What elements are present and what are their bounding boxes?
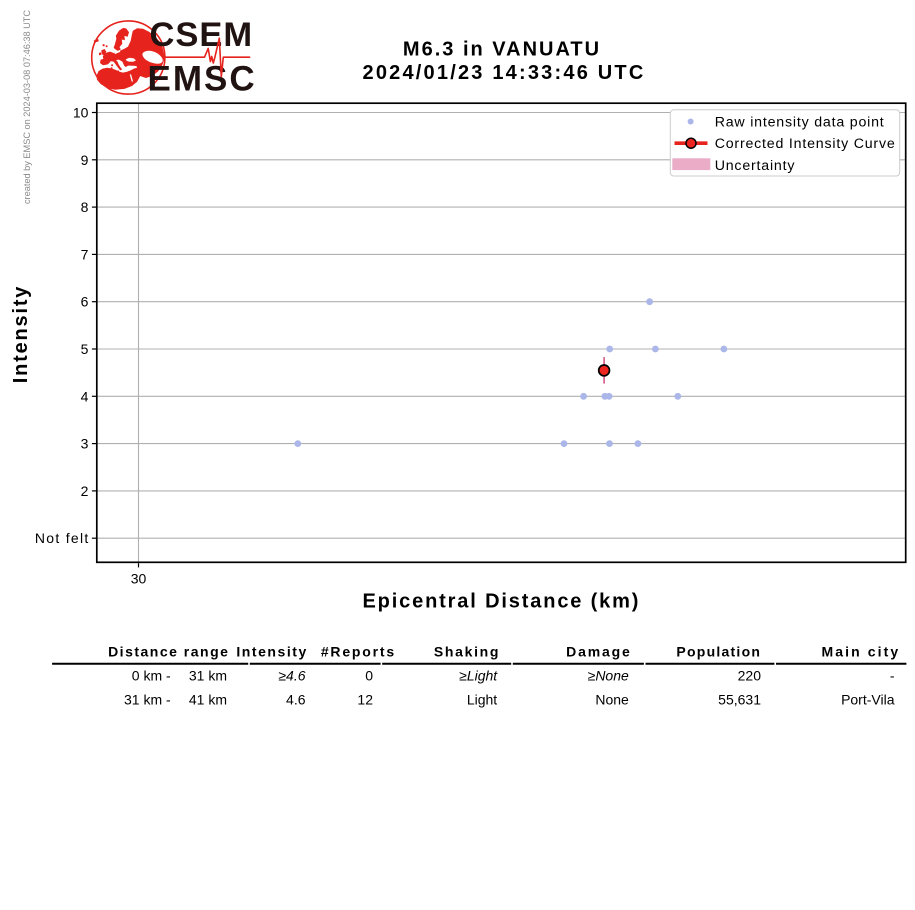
svg-text:31 km: 31 km xyxy=(189,668,227,684)
svg-text:2024/01/23 14:33:46 UTC: 2024/01/23 14:33:46 UTC xyxy=(363,62,646,84)
svg-text:Port-Vila: Port-Vila xyxy=(841,692,895,708)
svg-text:4.6: 4.6 xyxy=(286,692,306,708)
svg-text:Uncertainty: Uncertainty xyxy=(715,158,796,174)
svg-text:CSEM: CSEM xyxy=(150,16,254,54)
svg-text:55,631: 55,631 xyxy=(718,692,761,708)
svg-text:Distance range: Distance range xyxy=(108,643,229,659)
svg-text:≥None: ≥None xyxy=(588,668,629,684)
svg-text:4: 4 xyxy=(81,388,89,404)
svg-text:31 km -: 31 km - xyxy=(124,692,171,708)
svg-text:30: 30 xyxy=(131,571,147,587)
svg-text:5: 5 xyxy=(81,341,89,357)
svg-text:8: 8 xyxy=(81,199,89,215)
svg-text:7: 7 xyxy=(81,246,89,262)
svg-text:Not felt: Not felt xyxy=(35,530,90,546)
svg-text:Intensity: Intensity xyxy=(236,643,308,659)
svg-text:Shaking: Shaking xyxy=(434,643,500,659)
svg-text:12: 12 xyxy=(357,692,373,708)
svg-text:Intensity: Intensity xyxy=(10,285,32,383)
svg-text:-: - xyxy=(890,668,895,684)
svg-text:≥4.6: ≥4.6 xyxy=(278,668,305,684)
svg-text:220: 220 xyxy=(738,668,762,684)
svg-text:41 km: 41 km xyxy=(189,692,227,708)
svg-text:0 km -: 0 km - xyxy=(132,668,171,684)
svg-text:Population: Population xyxy=(676,643,761,659)
svg-text:EMSC: EMSC xyxy=(148,60,257,99)
svg-text:10: 10 xyxy=(73,105,89,121)
svg-text:Epicentral Distance (km): Epicentral Distance (km) xyxy=(362,591,640,613)
svg-text:Damage: Damage xyxy=(566,643,632,659)
svg-text:Main city: Main city xyxy=(821,643,900,659)
svg-text:Corrected Intensity Curve: Corrected Intensity Curve xyxy=(715,136,896,152)
svg-text:Raw intensity data point: Raw intensity data point xyxy=(715,115,885,131)
svg-text:M6.3 in VANUATU: M6.3 in VANUATU xyxy=(403,39,601,61)
svg-text:0: 0 xyxy=(365,668,373,684)
svg-text:None: None xyxy=(595,692,629,708)
svg-text:#Reports: #Reports xyxy=(321,643,396,659)
svg-text:created by EMSC on 2024-03-08: created by EMSC on 2024-03-08 07:46:38 U… xyxy=(22,10,32,204)
svg-text:6: 6 xyxy=(81,294,89,310)
svg-text:Light: Light xyxy=(467,692,497,708)
svg-text:3: 3 xyxy=(81,436,89,452)
svg-text:≥Light: ≥Light xyxy=(459,668,498,684)
svg-text:9: 9 xyxy=(81,152,89,168)
svg-text:2: 2 xyxy=(81,483,89,499)
